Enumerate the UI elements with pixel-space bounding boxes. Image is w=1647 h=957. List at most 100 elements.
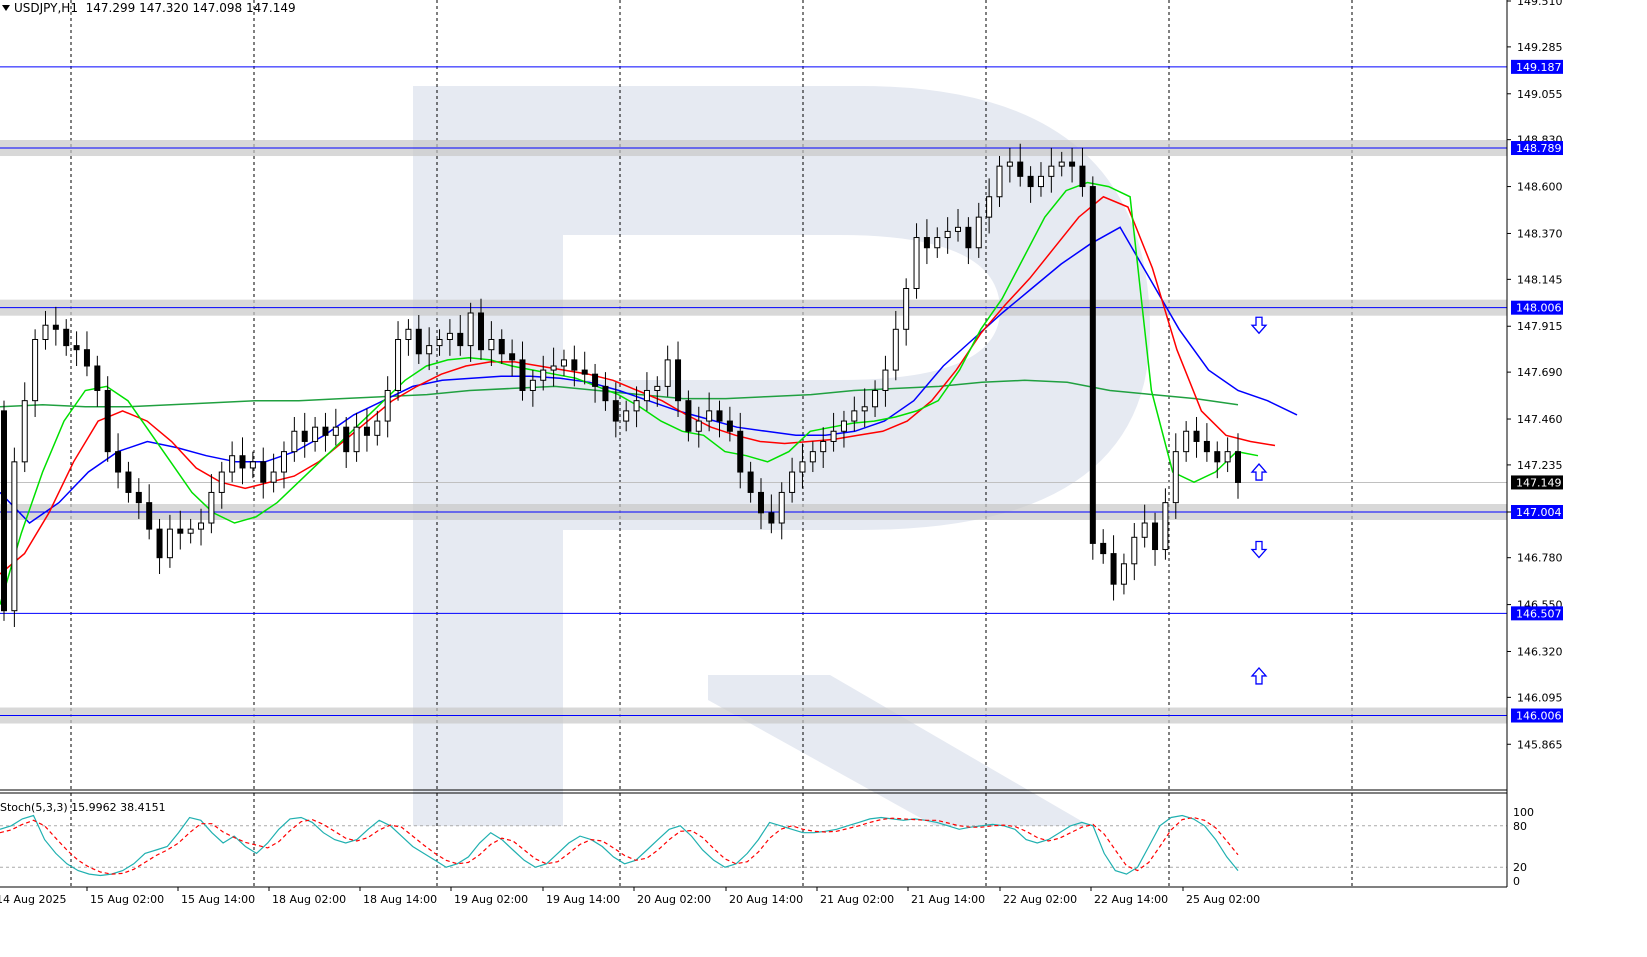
level-tag-2-text: 148.006 [1516, 302, 1562, 315]
candle-body-116 [1203, 440, 1210, 453]
candle-body-87 [903, 288, 910, 330]
arrow-up-icon [1250, 666, 1268, 685]
time-tick-label-6: 19 Aug 14:00 [546, 893, 620, 906]
price-tick-label-12: 146.780 [1517, 552, 1563, 565]
axes: 149.510149.285149.055148.830148.600148.3… [0, 0, 1563, 906]
candle-body-70 [726, 420, 733, 432]
candle-body-94 [975, 216, 982, 249]
candle-body-62 [643, 389, 650, 402]
candle-body-28 [291, 430, 298, 453]
candle-body-15 [156, 528, 163, 559]
candle-body-31 [322, 426, 329, 436]
chart-grid [70, 0, 1353, 887]
candle-body-51 [529, 379, 536, 391]
stoch-tick-label-1: 80 [1513, 820, 1527, 833]
candle-body-21 [218, 471, 225, 493]
candle-body-106 [1100, 542, 1107, 555]
candle-body-24 [249, 461, 256, 469]
stoch-signal-line [0, 816, 1239, 875]
time-tick-label-8: 20 Aug 14:00 [729, 893, 803, 906]
candle-body-12 [125, 471, 132, 493]
candle-body-65 [675, 359, 682, 402]
candle-body-9 [94, 365, 101, 391]
ma-mid-line [0, 195, 1276, 575]
candle-body-108 [1120, 563, 1127, 585]
candle-body-104 [1079, 165, 1086, 188]
open-value: 147.299 [85, 1, 136, 15]
stoch-tick-label-0: 100 [1513, 806, 1534, 819]
time-tick-label-13: 25 Aug 02:00 [1186, 893, 1260, 906]
candle-body-7 [73, 345, 80, 351]
candle-body-46 [478, 312, 485, 351]
candle-body-27 [280, 451, 287, 473]
candle-body-53 [550, 365, 557, 371]
price-tick-label-14: 146.320 [1517, 645, 1563, 658]
time-tick-label-11: 22 Aug 02:00 [1003, 893, 1077, 906]
time-tick-label-7: 20 Aug 02:00 [637, 893, 711, 906]
watermark-stem [413, 86, 563, 826]
candle-body-115 [1193, 430, 1200, 442]
collapse-triangle-icon[interactable] [2, 5, 10, 11]
candle-body-105 [1089, 186, 1096, 544]
candlesticks [1, 143, 1241, 628]
candle-body-13 [135, 491, 142, 504]
price-tick-label-1: 149.285 [1517, 41, 1563, 54]
candle-body-49 [509, 353, 516, 361]
candle-body-88 [913, 237, 920, 290]
watermark-leg [708, 675, 1090, 826]
candle-body-4 [42, 324, 49, 340]
level-tag-3-text: 147.004 [1516, 506, 1562, 519]
candle-body-32 [332, 426, 339, 436]
candle-body-11 [115, 451, 122, 473]
time-tick-label-4: 18 Aug 14:00 [363, 893, 437, 906]
candle-body-85 [882, 369, 889, 391]
candle-body-47 [488, 338, 495, 351]
price-tick-label-6: 148.145 [1517, 273, 1563, 286]
candle-body-71 [737, 430, 744, 473]
candle-body-41 [426, 345, 433, 355]
candle-body-78 [809, 451, 816, 463]
candle-body-84 [872, 389, 879, 408]
candle-body-55 [571, 359, 578, 371]
candle-body-92 [955, 226, 962, 232]
candle-body-93 [965, 226, 972, 249]
candle-body-0 [1, 410, 7, 612]
level-tag-5-bg [1511, 708, 1563, 723]
candle-body-95 [986, 196, 993, 218]
candle-body-33 [343, 426, 350, 453]
candle-body-8 [83, 349, 90, 367]
candle-body-96 [996, 165, 1003, 198]
candle-body-40 [415, 328, 422, 355]
time-tick-label-9: 21 Aug 02:00 [820, 893, 894, 906]
candle-body-56 [581, 369, 588, 375]
price-tick-label-7: 147.915 [1517, 320, 1563, 333]
candle-body-20 [208, 491, 215, 524]
low-value: 147.098 [192, 1, 243, 15]
candle-body-72 [747, 471, 754, 493]
candle-body-54 [560, 359, 567, 367]
candle-body-19 [198, 522, 205, 530]
price-tick-label-16: 145.865 [1517, 738, 1563, 751]
candle-body-64 [664, 359, 671, 387]
candle-body-81 [840, 420, 847, 432]
candle-body-2 [21, 400, 28, 463]
candle-body-35 [363, 426, 370, 436]
candle-body-60 [623, 410, 630, 422]
arrow-down-icon [1250, 316, 1268, 335]
time-tick-label-5: 19 Aug 02:00 [454, 893, 528, 906]
price-tick-label-2: 149.055 [1517, 88, 1563, 101]
price-tick-label-8: 147.690 [1517, 366, 1563, 379]
stoch-name: Stoch(5,3,3) [0, 801, 68, 814]
candle-body-113 [1172, 451, 1179, 504]
level-tag-4-text: 146.507 [1516, 607, 1562, 620]
candle-body-66 [685, 400, 692, 432]
candle-body-99 [1027, 175, 1034, 188]
stoch-main-line [0, 814, 1239, 877]
candle-body-45 [467, 312, 474, 347]
candle-body-42 [436, 338, 443, 347]
candle-body-39 [405, 328, 412, 340]
close-value: 147.149 [245, 1, 296, 15]
candle-body-69 [716, 410, 723, 422]
candle-body-22 [229, 455, 236, 473]
